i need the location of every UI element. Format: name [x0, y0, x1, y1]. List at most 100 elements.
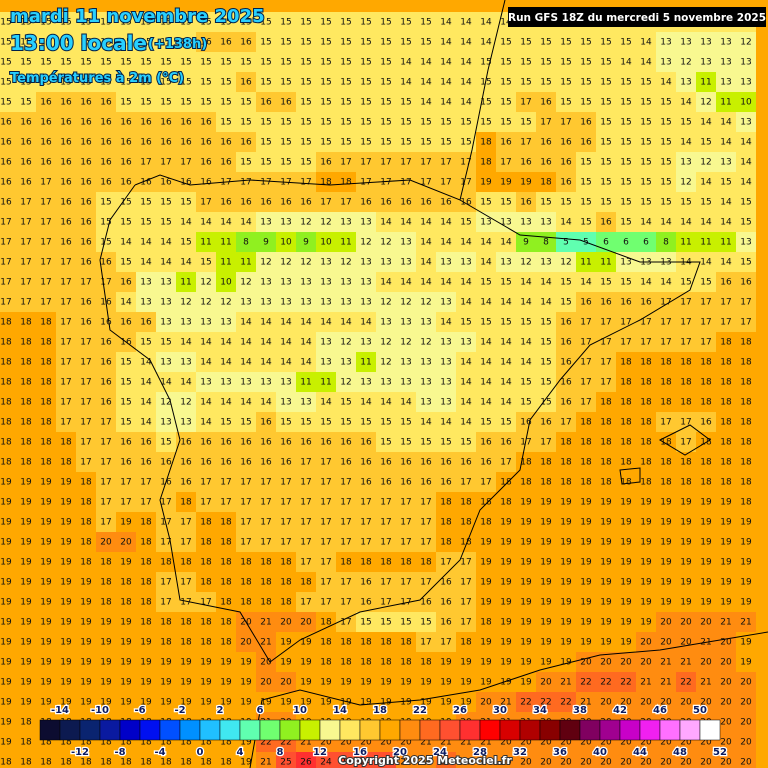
temperature-value: 17	[100, 498, 111, 508]
temperature-value: 16	[100, 378, 112, 388]
temperature-cell	[236, 112, 256, 132]
temperature-value: 21	[660, 658, 671, 668]
legend-swatch	[699, 719, 721, 741]
temperature-cell	[296, 12, 316, 32]
temperature-value: 16	[440, 598, 452, 608]
temperature-cell	[636, 572, 656, 592]
temperature-value: 19	[680, 558, 692, 568]
temperature-cell	[216, 132, 236, 152]
temperature-value: 14	[540, 278, 552, 288]
temperature-value: 18	[540, 478, 552, 488]
temperature-value: 15	[680, 278, 691, 288]
temperature-cell	[276, 512, 296, 532]
temperature-value: 13	[160, 318, 171, 328]
temperature-value: 18	[20, 418, 32, 428]
temperature-cell	[216, 612, 236, 632]
temperature-value: 17	[0, 218, 11, 228]
temperature-value: 15	[380, 58, 391, 68]
temperature-value: 14	[420, 78, 432, 88]
temperature-cell	[36, 252, 56, 272]
temperature-value: 19	[440, 698, 452, 708]
temperature-value: 18	[660, 478, 672, 488]
temperature-value: 17	[460, 598, 471, 608]
temperature-value: 13	[700, 38, 711, 48]
temperature-cell	[456, 432, 476, 452]
temperature-cell	[76, 12, 96, 32]
temperature-cell	[76, 292, 96, 312]
temperature-cell	[556, 32, 576, 52]
temperature-value: 15	[160, 98, 171, 108]
temperature-value: 13	[500, 218, 511, 228]
temperature-cell	[696, 412, 716, 432]
temperature-cell	[216, 432, 236, 452]
temperature-value: 15	[500, 198, 511, 208]
temperature-value: 15	[280, 58, 291, 68]
temperature-cell	[736, 292, 756, 312]
temperature-cell	[0, 312, 16, 332]
temperature-cell	[56, 452, 76, 472]
temperature-cell	[0, 232, 16, 252]
temperature-cell	[676, 172, 696, 192]
temperature-cell	[336, 392, 356, 412]
temperature-value: 14	[520, 358, 532, 368]
temperature-cell	[416, 412, 436, 432]
temperature-cell	[16, 352, 36, 372]
temperature-cell	[616, 52, 636, 72]
temperature-value: 21	[700, 678, 711, 688]
temperature-value: 19	[0, 738, 12, 748]
temperature-cell	[176, 512, 196, 532]
temperature-cell	[516, 632, 536, 652]
temperature-cell	[76, 272, 96, 292]
temperature-cell	[116, 92, 136, 112]
temperature-cell	[76, 52, 96, 72]
legend-label: -14	[51, 705, 69, 716]
temperature-cell	[336, 552, 356, 572]
temperature-cell	[0, 552, 16, 572]
temperature-value: 13	[280, 278, 291, 288]
temperature-value: 18	[440, 498, 452, 508]
temperature-cell	[576, 452, 596, 472]
temperature-value: 14	[480, 338, 492, 348]
temperature-cell	[456, 572, 476, 592]
temperature-cell	[556, 432, 576, 452]
temperature-value: 21	[680, 658, 691, 668]
temperature-cell	[476, 272, 496, 292]
temperature-value: 16	[80, 218, 92, 228]
temperature-value: 16	[80, 318, 92, 328]
temperature-cell	[36, 512, 56, 532]
temperature-cell	[456, 372, 476, 392]
temperature-cell	[196, 472, 216, 492]
temperature-value: 12	[380, 358, 391, 368]
temperature-value: 16	[480, 438, 492, 448]
temperature-cell	[236, 412, 256, 432]
temperature-cell	[216, 12, 236, 32]
temperature-value: 15	[340, 98, 351, 108]
temperature-value: 20	[720, 738, 732, 748]
temperature-cell	[296, 152, 316, 172]
temperature-cell	[176, 632, 196, 652]
temperature-value: 16	[40, 138, 52, 148]
temperature-value: 16	[440, 618, 452, 628]
temperature-value: 17	[20, 218, 31, 228]
temperature-cell	[676, 72, 696, 92]
temperature-cell	[76, 92, 96, 112]
legend-swatch	[499, 719, 521, 741]
temperature-value: 16	[400, 458, 412, 468]
temperature-value: 14	[700, 218, 712, 228]
temperature-cell	[656, 512, 676, 532]
temperature-value: 14	[720, 218, 732, 228]
temperature-value: 18	[260, 578, 272, 588]
temperature-cell	[456, 412, 476, 432]
temperature-value: 17	[500, 158, 511, 168]
temperature-cell	[636, 612, 656, 632]
temperature-value: 15	[20, 58, 31, 68]
temperature-value: 17	[320, 458, 331, 468]
temperature-cell	[736, 352, 756, 372]
temperature-value: 16	[260, 98, 272, 108]
temperature-cell	[56, 212, 76, 232]
temperature-value: 19	[620, 538, 632, 548]
temperature-cell	[436, 252, 456, 272]
temperature-value: 18	[720, 378, 732, 388]
temperature-cell	[136, 532, 156, 552]
temperature-value: 13	[320, 278, 331, 288]
